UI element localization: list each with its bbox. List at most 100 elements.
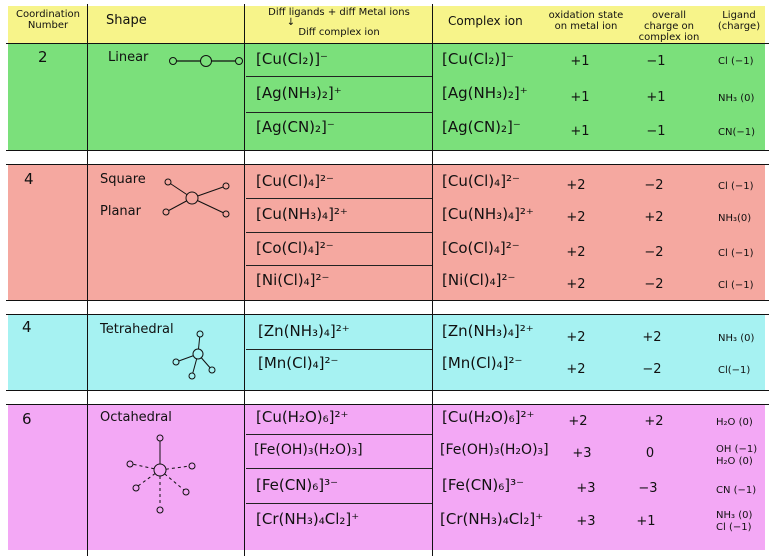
coordination-number: 4 (24, 170, 34, 188)
overall-charge: −2 (644, 178, 664, 193)
octahedral-band (8, 404, 765, 550)
overall-charge: +2 (644, 210, 664, 225)
ion-separator (246, 198, 432, 199)
header-overall-charge: overall charge on complex ion (638, 10, 700, 43)
diff-complex-ion: [Cu(Cl)₄]²⁻ (256, 172, 334, 190)
ligand-charge: NH₃ (0) (718, 333, 755, 344)
shape-label: Octahedral (100, 410, 172, 425)
overall-charge: −2 (642, 362, 662, 377)
coordination-number: 6 (22, 410, 32, 428)
diff-complex-ion: [Co(Cl)₄]²⁻ (256, 239, 334, 257)
oxidation-state: +2 (566, 245, 586, 260)
ligand-charge: Cl (−1) (718, 181, 754, 192)
col-divider (244, 4, 245, 556)
shape-label: Planar (100, 204, 141, 219)
row-divider (6, 314, 769, 315)
complex-ion: [Cu(H₂O)₆]²⁺ (442, 408, 535, 426)
ion-separator (246, 349, 432, 350)
complex-ion: [Cu(Cl)₄]²⁻ (442, 172, 520, 190)
diff-complex-ion: [Mn(Cl)₄]²⁻ (258, 354, 339, 372)
ligand-charge: H₂O (0) (716, 456, 753, 467)
shape-label: Linear (108, 50, 149, 65)
oxidation-state: +2 (566, 362, 586, 377)
ligand-charge: CN (−1) (716, 485, 757, 496)
overall-charge: −1 (646, 54, 666, 69)
row-divider (6, 300, 769, 301)
ion-separator (246, 265, 432, 266)
oxidation-state: +3 (572, 446, 592, 461)
complex-ion: [Ni(Cl)₄]²⁻ (442, 271, 516, 289)
ligand-charge: OH (−1) (716, 444, 758, 455)
tetrahedral-shape-diagram (172, 330, 216, 380)
complex-ion: [Mn(Cl)₄]²⁻ (442, 354, 523, 372)
coordination-number: 4 (22, 318, 32, 336)
coordination-number: 2 (38, 48, 48, 66)
ligand-charge: CN(−1) (718, 127, 756, 138)
ion-separator (246, 503, 432, 504)
overall-charge: +2 (644, 414, 664, 429)
overall-charge: −3 (638, 481, 658, 496)
complex-ion: [Ag(CN)₂]⁻ (442, 118, 521, 136)
ligand-charge: Cl(−1) (718, 365, 751, 376)
complex-ion: [Cu(Cl₂)]⁻ (442, 50, 514, 68)
linear-band (8, 43, 765, 150)
oxidation-state: +1 (570, 54, 590, 69)
oxidation-state: +3 (576, 481, 596, 496)
ion-separator (246, 468, 432, 469)
oxidation-state: +2 (566, 210, 586, 225)
complex-ion: [Fe(OH)₃(H₂O)₃] (440, 442, 549, 458)
row-divider (6, 150, 769, 151)
ligand-charge: Cl (−1) (718, 56, 754, 67)
square-planar-shape-diagram (162, 178, 230, 218)
header-oxidation-state: oxidation state on metal ion (548, 10, 624, 32)
ligand-charge: NH₃(0) (718, 213, 752, 224)
ligand-charge: NH₃ (0) (718, 93, 755, 104)
ion-separator (246, 232, 432, 233)
col-divider (87, 4, 88, 556)
header-coordination-number: Coordination Number (16, 9, 80, 31)
complex-ion: [Zn(NH₃)₄]²⁺ (442, 322, 534, 340)
ion-separator (246, 434, 432, 435)
header-band (8, 6, 765, 43)
diff-complex-ion: [Fe(CN)₆]³⁻ (256, 476, 339, 494)
ligand-charge: Cl (−1) (718, 248, 754, 259)
ligand-charge: Cl (−1) (718, 280, 754, 291)
overall-charge: −2 (644, 277, 664, 292)
overall-charge: −2 (644, 245, 664, 260)
oxidation-state: +2 (566, 178, 586, 193)
oxidation-state: +2 (566, 330, 586, 345)
diff-complex-ion: [Cu(H₂O)₆]²⁺ (256, 408, 349, 426)
col-divider (432, 4, 433, 556)
row-divider (6, 164, 769, 165)
complex-ion: [Fe(CN)₆]³⁻ (442, 476, 525, 494)
octahedral-shape-diagram (126, 434, 196, 514)
ion-separator (246, 112, 432, 113)
header-complex-ion: Complex ion (448, 14, 523, 28)
diff-complex-ion: [Ag(NH₃)₂]⁺ (256, 84, 342, 102)
diff-complex-ion: [Ni(Cl)₄]²⁻ (256, 271, 330, 289)
header-diff-ligands: Diff ligands + diff Metal ions (268, 7, 410, 18)
ligand-charge: Cl (−1) (716, 522, 752, 533)
diff-complex-ion: [Zn(NH₃)₄]²⁺ (258, 322, 350, 340)
overall-charge: +2 (642, 330, 662, 345)
diff-complex-ion: [Cu(NH₃)₄]²⁺ (256, 205, 348, 223)
overall-charge: +1 (646, 90, 666, 105)
header-shape: Shape (106, 13, 147, 28)
diff-complex-ion: [Ag(CN)₂]⁻ (256, 118, 335, 136)
diff-complex-ion: [Cr(NH₃)₄Cl₂]⁺ (256, 510, 360, 528)
header-ligand-charge: Ligand (charge) (717, 10, 761, 32)
shape-label: Square (100, 172, 146, 187)
overall-charge: 0 (645, 446, 655, 461)
shape-label: Tetrahedral (100, 322, 174, 337)
diff-complex-ion: [Fe(OH)₃(H₂O)₃] (254, 442, 363, 458)
ion-separator (246, 76, 432, 77)
row-divider (6, 43, 769, 44)
row-divider (6, 404, 769, 405)
ligand-charge: H₂O (0) (716, 417, 753, 428)
header-arrow: ↓ (286, 17, 296, 28)
oxidation-state: +1 (570, 90, 590, 105)
oxidation-state: +1 (570, 124, 590, 139)
complex-ion: [Co(Cl)₄]²⁻ (442, 239, 520, 257)
header-diff-complex-ion: Diff complex ion (298, 27, 380, 38)
